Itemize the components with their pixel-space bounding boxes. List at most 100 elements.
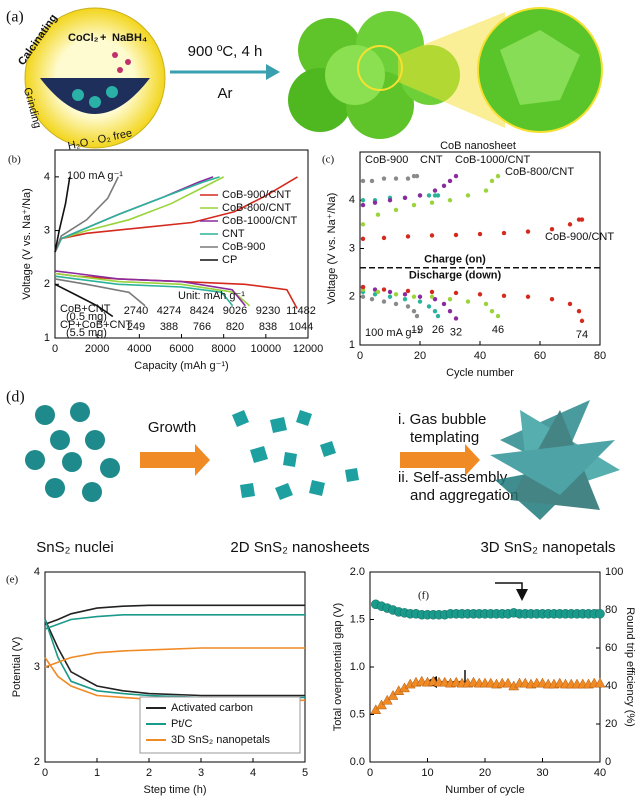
table-cell: 838 <box>259 321 277 333</box>
series-line <box>44 619 305 697</box>
x-tick-label: 6000 <box>169 343 193 355</box>
point <box>411 294 417 299</box>
x-tick-label: 5 <box>302 767 308 779</box>
y-tick-label: 3 <box>34 661 40 673</box>
point <box>417 294 423 299</box>
series-label: CoB-1000/CNT <box>455 154 530 166</box>
point <box>495 173 501 179</box>
point <box>429 200 435 205</box>
point <box>411 309 417 314</box>
point <box>369 296 375 302</box>
point <box>465 299 471 304</box>
series-line <box>44 604 305 626</box>
point <box>393 301 399 307</box>
point <box>489 309 495 314</box>
point <box>579 318 585 324</box>
x-tick-label: 80 <box>594 350 606 362</box>
table-cell: 9026 <box>223 305 247 317</box>
table-row-sublabel: (0.5 mg) <box>66 311 107 323</box>
annotation: 100 mA g⁻¹ <box>365 327 421 339</box>
point <box>477 231 483 237</box>
panel-label: (a) <box>6 9 24 26</box>
end-label: 46 <box>492 324 504 336</box>
point <box>441 301 447 307</box>
point <box>381 287 387 292</box>
legend-label: CoB-800/CNT <box>222 202 291 214</box>
point <box>429 294 435 299</box>
point <box>453 173 459 179</box>
step: and aggregation <box>410 487 518 504</box>
series-line <box>44 619 305 699</box>
point <box>417 299 423 304</box>
table-row-sublabel: (5.5 mg) <box>66 327 107 339</box>
series-label: CoB-900 <box>365 154 408 166</box>
arrow <box>400 444 480 476</box>
point <box>387 289 393 295</box>
y-tick-label: 4 <box>34 566 40 578</box>
y2-tick-label: 100 <box>605 566 623 578</box>
plus: + <box>100 32 106 44</box>
step: i. Gas bubble <box>398 411 486 428</box>
y-tick-label: 1 <box>349 339 355 351</box>
x-tick-label: 4 <box>250 767 256 779</box>
point <box>501 293 507 298</box>
series-label: CNT <box>420 154 443 166</box>
x-tick-label: 40 <box>474 350 486 362</box>
point <box>360 284 366 290</box>
series-line <box>54 176 246 307</box>
x-tick-label: 0 <box>42 767 48 779</box>
x-tick-label: 10000 <box>251 343 282 355</box>
point <box>426 304 432 309</box>
point <box>567 222 573 227</box>
x-axis-label: Cycle number <box>446 367 514 379</box>
axis-arrow <box>495 582 528 601</box>
point <box>447 296 453 302</box>
arrow <box>140 444 210 476</box>
point <box>477 292 483 297</box>
point <box>429 289 435 295</box>
point <box>369 178 375 184</box>
panel-a: (a) CoCl₂ + NaBH₄ Calcinating Grinding H… <box>6 7 603 153</box>
table-cell: 766 <box>193 321 211 333</box>
plot-frame <box>359 151 601 346</box>
panel-label: (b) <box>8 154 21 166</box>
point <box>402 195 408 201</box>
y-tick-label: 1.0 <box>350 661 365 673</box>
table-unit: Unit: mAh g⁻¹ <box>178 290 245 302</box>
x-tick-label: 0 <box>367 767 373 779</box>
particle <box>112 52 118 58</box>
end-label: 19 <box>411 324 423 336</box>
point <box>405 288 411 294</box>
y-tick-label: 2.0 <box>350 566 365 578</box>
point <box>432 188 438 193</box>
x-tick-label: 3 <box>198 767 204 779</box>
point <box>594 677 606 688</box>
point <box>453 232 459 238</box>
x-tick-label: 1 <box>94 767 100 779</box>
point <box>489 178 495 184</box>
annotation: Discharge (down) <box>409 270 502 282</box>
series-line <box>54 176 114 318</box>
end-label: 74 <box>576 329 588 341</box>
y-tick-label: 1 <box>44 332 50 344</box>
nanopetals <box>490 400 620 520</box>
legend-label: CoB-900/CNT <box>222 189 291 201</box>
point <box>447 178 453 184</box>
y2-tick-label: 60 <box>605 642 617 654</box>
point <box>432 296 438 302</box>
point <box>549 227 555 232</box>
x-tick-label: 12000 <box>293 343 324 355</box>
reagent: CoCl₂ <box>68 32 99 44</box>
y2-tick-label: 0 <box>605 756 611 768</box>
x-tick-label: 8000 <box>211 343 235 355</box>
table-cell: 1044 <box>289 321 313 333</box>
y-axis-label: Voltage (V vs. Na⁺/Na) <box>21 188 33 300</box>
point <box>360 202 366 208</box>
point <box>525 294 531 299</box>
product: CoB nanosheet <box>440 140 516 152</box>
legend-label: CP <box>222 254 237 266</box>
point <box>405 234 411 239</box>
point <box>375 289 381 295</box>
legend-box <box>139 696 301 754</box>
table-cell: 249 <box>127 321 145 333</box>
